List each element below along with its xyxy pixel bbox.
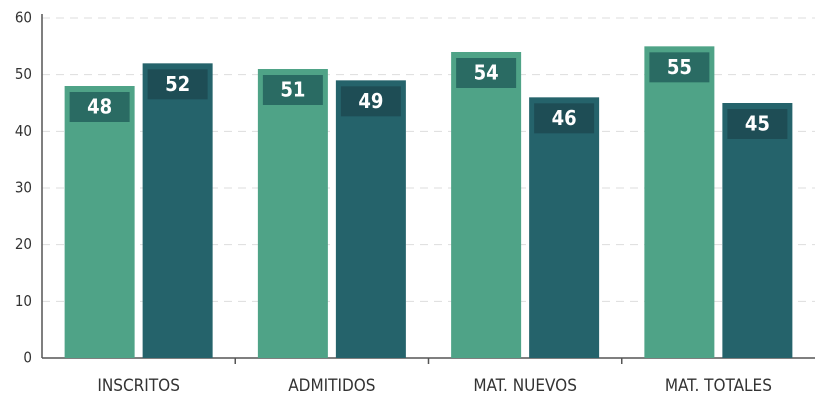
data-label-box — [262, 75, 323, 105]
data-label: 54 — [474, 61, 499, 85]
y-tick-label: 10 — [15, 292, 32, 310]
data-label: 46 — [552, 106, 577, 130]
y-tick-label: 0 — [23, 349, 32, 367]
bar — [722, 103, 793, 358]
bar — [257, 69, 328, 358]
x-tick-label: MAT. TOTALES — [665, 376, 772, 396]
x-tick-label: MAT. NUEVOS — [473, 376, 577, 396]
data-label: 45 — [745, 112, 770, 136]
data-label-box — [147, 69, 208, 100]
bar — [335, 80, 406, 358]
data-label: 55 — [667, 55, 692, 79]
y-tick-label: 50 — [15, 65, 32, 83]
data-label: 51 — [280, 78, 305, 102]
y-tick-label: 20 — [15, 235, 32, 253]
bar — [64, 86, 135, 358]
bar — [529, 97, 600, 358]
bar — [451, 52, 522, 358]
y-tick-label: 40 — [15, 122, 32, 140]
y-tick-label: 60 — [15, 9, 32, 27]
data-label: 52 — [165, 72, 190, 96]
bar — [644, 46, 715, 358]
data-label-box — [534, 103, 595, 134]
x-tick-label: ADMITIDOS — [288, 376, 375, 396]
x-tick-label: INSCRITOS — [97, 376, 180, 396]
data-label: 48 — [87, 95, 112, 119]
data-label-box — [340, 86, 401, 117]
data-label-box — [69, 92, 130, 122]
bar — [142, 63, 213, 358]
y-tick-label: 30 — [15, 179, 32, 197]
data-label-box — [727, 109, 788, 139]
data-label-box — [456, 58, 517, 88]
data-label: 49 — [358, 89, 383, 113]
data-label-box — [649, 52, 710, 83]
